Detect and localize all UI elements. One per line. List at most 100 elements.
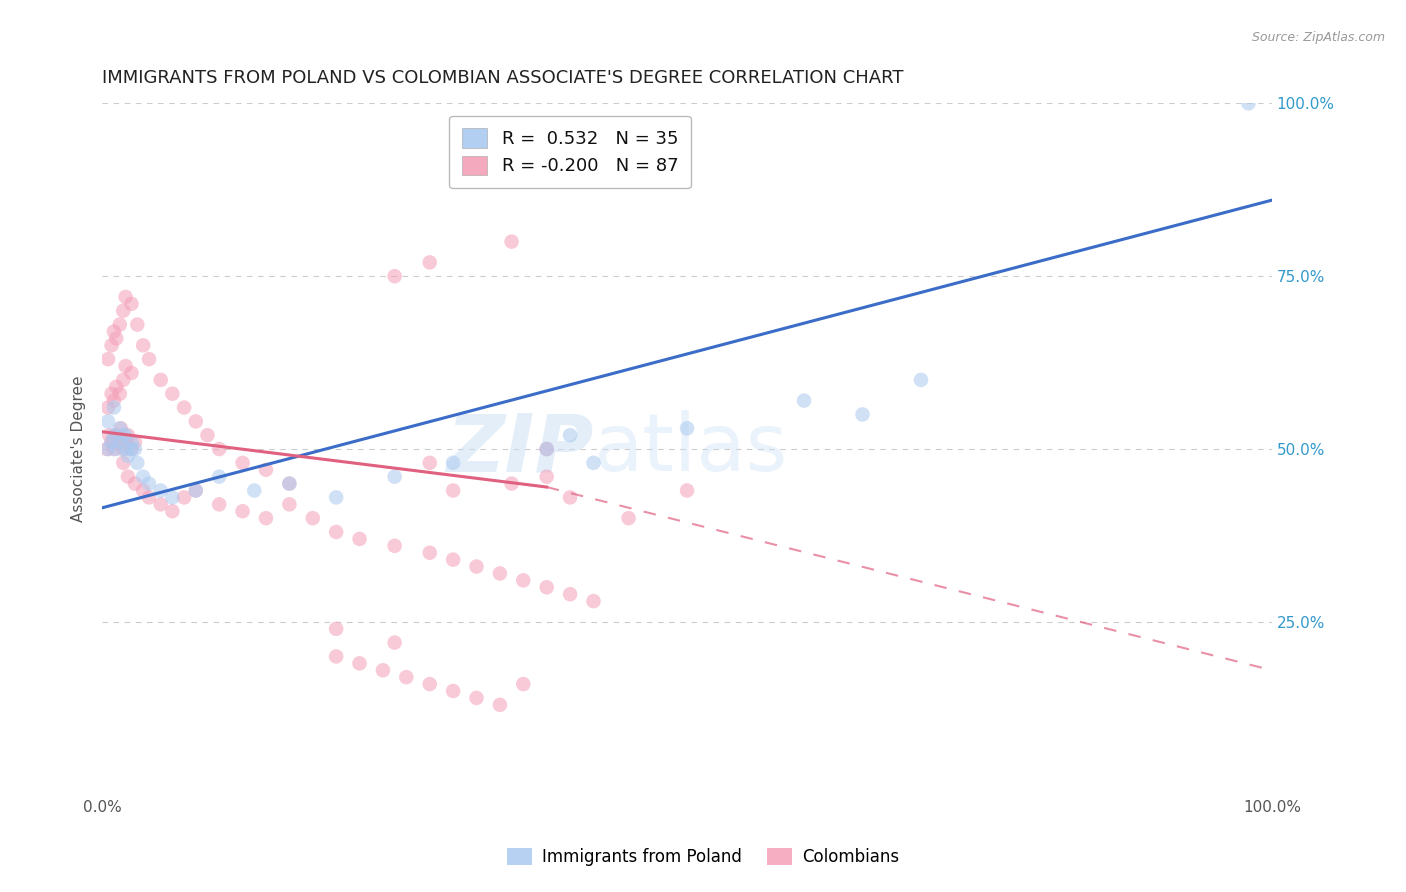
Point: [138, 491, 160, 505]
Point: [103, 393, 125, 408]
Point: [117, 449, 139, 463]
Point: [108, 386, 131, 401]
Point: [489, 698, 512, 712]
Point: [1237, 96, 1260, 111]
Point: [536, 442, 558, 456]
Point: [138, 476, 160, 491]
Point: [105, 380, 128, 394]
Point: [120, 442, 142, 456]
Point: [132, 483, 155, 498]
Point: [395, 670, 418, 684]
Point: [558, 428, 581, 442]
Point: [127, 318, 149, 332]
Point: [98, 428, 121, 442]
Point: [208, 497, 231, 511]
Point: [371, 663, 394, 677]
Point: [558, 491, 581, 505]
Point: [197, 428, 219, 442]
Point: [107, 435, 129, 450]
Point: [108, 435, 131, 450]
Point: [114, 442, 136, 456]
Point: [465, 690, 488, 705]
Point: [132, 469, 155, 483]
Point: [465, 559, 488, 574]
Point: [676, 421, 699, 435]
Point: [114, 359, 136, 373]
Point: [162, 491, 184, 505]
Point: [96, 442, 118, 456]
Point: [441, 456, 464, 470]
Point: [349, 657, 371, 671]
Point: [184, 483, 207, 498]
Point: [112, 373, 135, 387]
Point: [173, 491, 195, 505]
Point: [419, 546, 441, 560]
Point: [117, 428, 139, 442]
Point: [97, 401, 120, 415]
Point: [278, 476, 301, 491]
Point: [278, 476, 301, 491]
Point: [384, 635, 406, 649]
Point: [384, 539, 406, 553]
Point: [105, 428, 128, 442]
Point: [254, 511, 277, 525]
Point: [536, 442, 558, 456]
Point: [120, 297, 142, 311]
Point: [851, 408, 873, 422]
Point: [325, 524, 347, 539]
Point: [112, 442, 135, 456]
Point: [325, 491, 347, 505]
Point: [676, 483, 699, 498]
Point: [512, 677, 534, 691]
Point: [384, 469, 406, 483]
Point: [501, 235, 523, 249]
Point: [232, 456, 254, 470]
Point: [105, 442, 128, 456]
Point: [127, 456, 149, 470]
Point: [301, 511, 323, 525]
Point: [103, 428, 125, 442]
Point: [793, 393, 815, 408]
Point: [512, 574, 534, 588]
Point: [124, 435, 146, 450]
Point: [112, 456, 135, 470]
Text: ZIP: ZIP: [446, 410, 593, 488]
Point: [419, 255, 441, 269]
Point: [97, 414, 120, 428]
Point: [558, 587, 581, 601]
Point: [243, 483, 266, 498]
Point: [349, 532, 371, 546]
Point: [100, 435, 122, 450]
Point: [114, 428, 136, 442]
Point: [100, 338, 122, 352]
Point: [208, 442, 231, 456]
Point: [108, 421, 131, 435]
Point: [441, 684, 464, 698]
Point: [184, 414, 207, 428]
Point: [103, 442, 125, 456]
Point: [582, 594, 605, 608]
Point: [114, 290, 136, 304]
Legend: R =  0.532   N = 35, R = -0.200   N = 87: R = 0.532 N = 35, R = -0.200 N = 87: [450, 116, 690, 188]
Point: [124, 476, 146, 491]
Point: [325, 622, 347, 636]
Point: [419, 456, 441, 470]
Point: [582, 456, 605, 470]
Point: [536, 580, 558, 594]
Point: [325, 649, 347, 664]
Point: [120, 435, 142, 450]
Point: [617, 511, 640, 525]
Point: [120, 442, 142, 456]
Point: [97, 442, 120, 456]
Point: [103, 325, 125, 339]
Point: [173, 401, 195, 415]
Point: [149, 497, 172, 511]
Point: [149, 483, 172, 498]
Point: [124, 442, 146, 456]
Point: [103, 401, 125, 415]
Point: [120, 366, 142, 380]
Point: [910, 373, 932, 387]
Point: [501, 476, 523, 491]
Point: [110, 421, 132, 435]
Point: [536, 469, 558, 483]
